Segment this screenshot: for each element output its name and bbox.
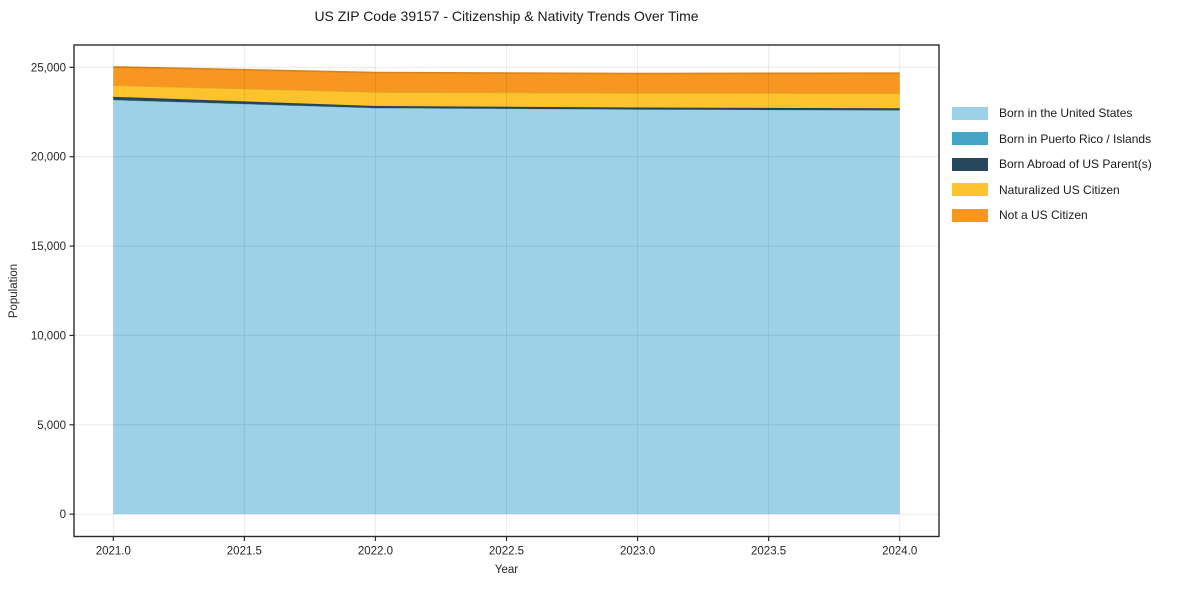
area-born-abroad-of-us-parent-s: [113, 96, 900, 111]
x-tick-label: 2023.5: [751, 546, 786, 558]
x-tick-label: 2024.0: [882, 546, 917, 558]
y-tick-label: 20,000: [31, 152, 66, 164]
area-edge-not-a-us-citizen: [113, 66, 900, 75]
legend-swatch: [952, 106, 988, 120]
legend-label: Not a US Citizen: [999, 208, 1088, 222]
x-tick-label: 2022.0: [358, 546, 393, 558]
legend-swatch: [952, 157, 988, 171]
y-axis-label: Population: [8, 263, 20, 319]
legend-label: Born Abroad of US Parent(s): [999, 157, 1152, 171]
legend-swatch: [952, 208, 988, 222]
legend-item: Born in the United States: [952, 106, 1152, 120]
legend-label: Born in the United States: [999, 106, 1133, 120]
y-tick-label: 25,000: [31, 62, 66, 74]
y-tick-label: 15,000: [31, 241, 66, 253]
legend: Born in the United States Born in Puerto…: [952, 106, 1152, 222]
x-tick-label: 2022.5: [489, 546, 524, 558]
x-tick-label: 2021.0: [96, 546, 131, 558]
legend-item: Born in Puerto Rico / Islands: [952, 132, 1152, 146]
chart-title: US ZIP Code 39157 - Citizenship & Nativi…: [314, 8, 699, 24]
x-axis-label: Year: [494, 564, 519, 576]
y-tick-label: 5,000: [37, 420, 66, 432]
legend-item: Not a US Citizen: [952, 208, 1152, 222]
y-tick-label: 10,000: [31, 330, 66, 342]
legend-swatch: [952, 183, 988, 196]
legend-item: Naturalized US Citizen: [952, 183, 1152, 197]
y-tick-label: 0: [60, 509, 66, 521]
x-tick-label: 2021.5: [227, 546, 262, 558]
legend-label: Born in Puerto Rico / Islands: [999, 131, 1152, 146]
x-tick-label: 2023.0: [620, 546, 655, 558]
legend-label: Naturalized US Citizen: [999, 182, 1120, 197]
legend-swatch: [952, 132, 988, 145]
area-born-in-the-united-states: [113, 100, 900, 515]
legend-item: Born Abroad of US Parent(s): [952, 157, 1152, 171]
area-edge-born-abroad-of-us-parent-s: [113, 96, 900, 110]
